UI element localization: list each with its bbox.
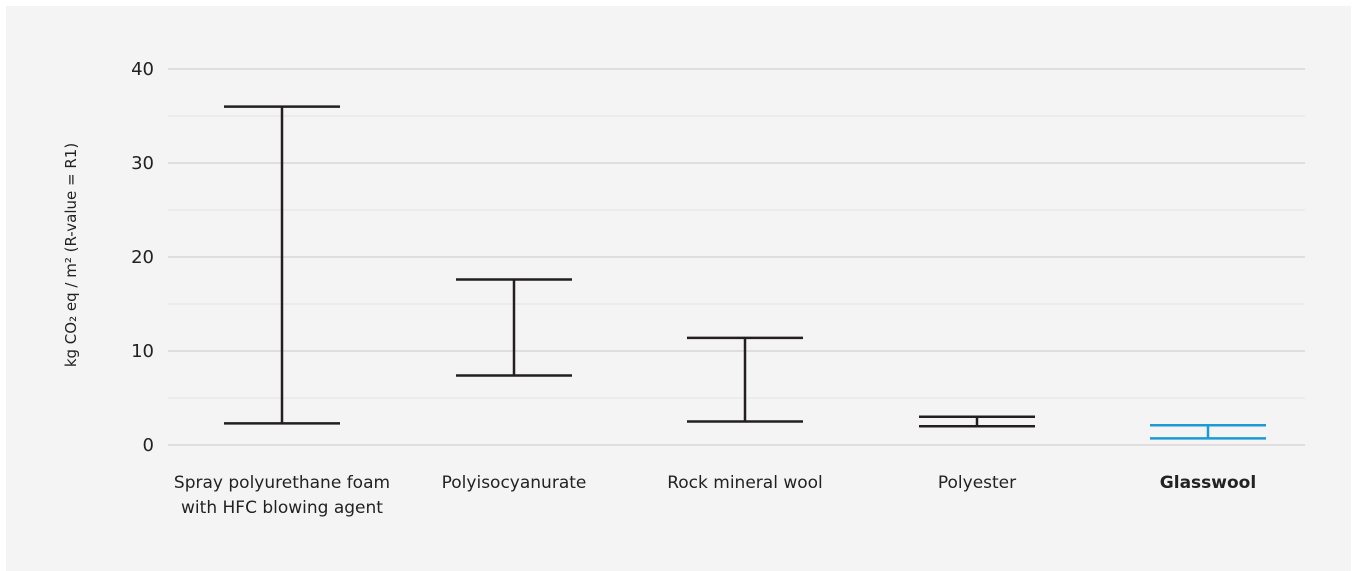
gridlines: [168, 68, 1305, 446]
category-labels: Spray polyurethane foam with HFC blowing …: [174, 473, 1256, 518]
range-marks: [224, 105, 1266, 440]
y-tick-label: 40: [131, 59, 154, 80]
category-label: Glasswool: [1160, 473, 1256, 493]
y-tick-label: 20: [131, 247, 154, 268]
range-mark: [687, 336, 803, 423]
y-axis-label: kg CO₂ eq / m² (R-value = R1): [62, 143, 80, 367]
y-tick-label: 10: [131, 341, 154, 362]
category-label: Polyisocyanurate: [442, 473, 587, 493]
range-mark: [224, 105, 340, 425]
range-mark: [1150, 424, 1266, 440]
range-mark: [456, 278, 572, 377]
chart-background: [6, 6, 1351, 571]
category-label: with HFC blowing agent: [181, 498, 383, 518]
y-tick-labels: 0 10 20 30 40: [131, 59, 154, 456]
category-label: Spray polyurethane foam: [174, 473, 390, 493]
category-label: Polyester: [938, 473, 1016, 493]
range-mark: [919, 415, 1035, 428]
y-tick-label: 0: [143, 435, 154, 456]
category-label: Rock mineral wool: [667, 473, 823, 493]
y-tick-label: 30: [131, 153, 154, 174]
